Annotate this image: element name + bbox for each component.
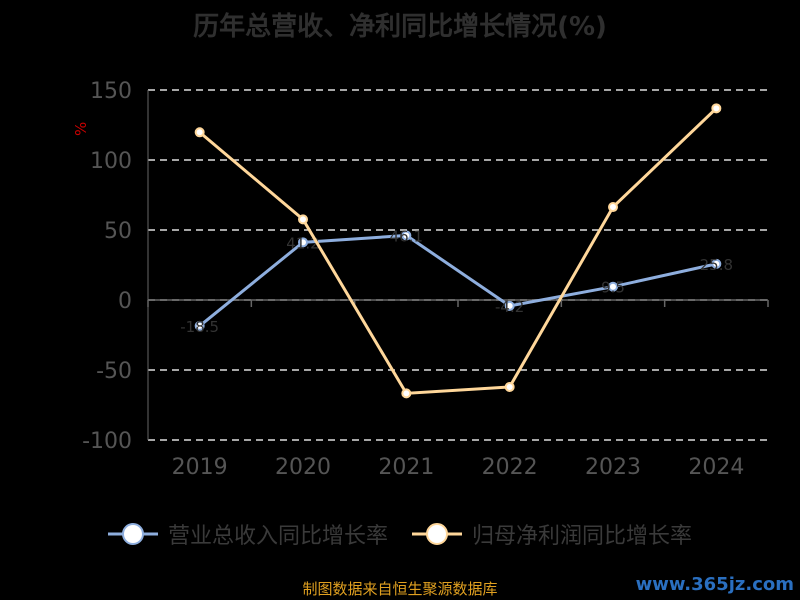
y-tick-label: -100 [82,429,132,454]
data-label-revenue: 9.5 [601,279,625,297]
x-tick-label: 2020 [275,455,331,480]
legend-marker-profit [412,523,462,545]
data-point-revenue [711,258,722,269]
legend-label-profit: 归母净利润同比增长率 [472,524,693,549]
data-point-revenue [194,320,205,331]
data-label-revenue: -18.5 [180,318,219,336]
y-tick-label: 0 [118,289,132,314]
data-label-revenue: 46.1 [390,227,423,245]
x-tick-label: 2019 [172,455,228,480]
data-point-revenue [298,237,308,248]
y-tick-label: 150 [90,79,132,104]
series-line-revenue [198,233,717,328]
x-tick-label: 2023 [585,455,641,480]
data-point-profit [608,202,618,213]
data-label-revenue: 41.2 [286,234,319,252]
x-tick-label: 2021 [378,455,434,480]
watermark: www.365jz.com [635,574,794,595]
legend-item-profit[interactable]: 归母净利润同比增长率 [412,518,692,550]
y-tick-label: -50 [96,359,132,384]
x-tick-label: 2022 [482,455,538,480]
source-note: 制图数据来自恒生聚源数据库 [302,580,498,598]
y-tick-label: 50 [104,219,132,244]
chart-title: 历年总营收、净利同比增长情况(%) [193,12,607,42]
y-axis-unit-label: % [72,122,90,136]
data-point-revenue [608,281,618,292]
legend-marker-revenue [107,523,158,545]
x-tick-label: 2024 [688,455,744,480]
data-point-profit [711,103,722,114]
data-label-revenue: 25.8 [700,256,733,274]
data-point-profit [194,127,205,138]
data-label-revenue: -4.2 [495,298,524,316]
legend: 营业总收入同比增长率 归母净利润同比增长率 [0,518,800,550]
data-point-profit [504,381,515,392]
y-tick-label: 100 [90,149,132,174]
legend-label-revenue: 营业总收入同比增长率 [167,524,388,549]
legend-item-revenue[interactable]: 营业总收入同比增长率 [107,518,388,550]
data-point-revenue [504,300,515,311]
data-point-profit [298,214,308,225]
data-point-revenue [401,230,412,241]
data-point-profit [401,388,412,399]
series-line-profit [198,107,718,395]
